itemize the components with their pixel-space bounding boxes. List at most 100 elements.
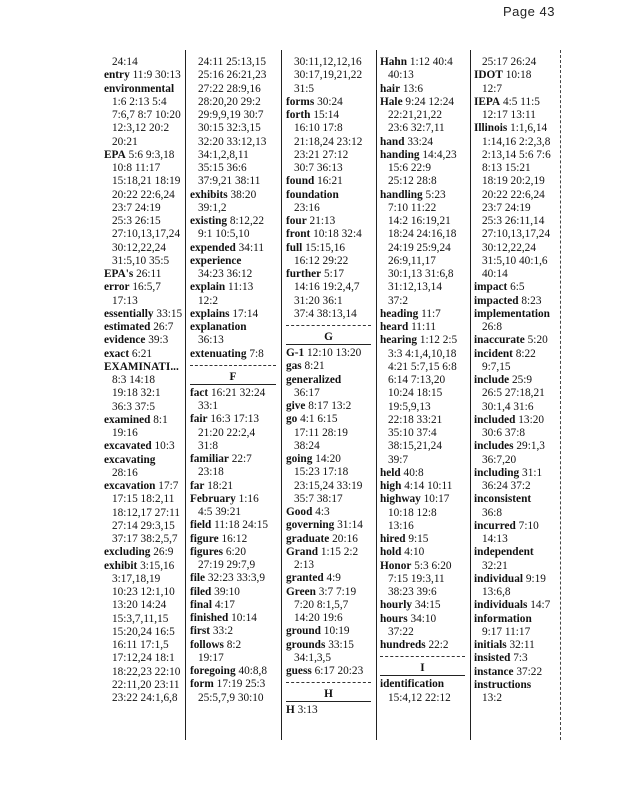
index-entry: hold 4:10: [380, 546, 469, 559]
page-number: Page 43: [503, 4, 555, 19]
index-entry-continuation: 38:15,21,24: [380, 440, 469, 453]
index-entry-continuation: 23:21 27:12: [286, 149, 375, 162]
index-entry-continuation: 19:5,9,13: [380, 401, 469, 414]
index-term: field: [190, 519, 212, 532]
index-entry-continuation: 26:5 27:18,21: [474, 387, 559, 400]
page-line-refs: 2:13: [294, 559, 315, 571]
index-entry: Honor 5:3 6:20: [380, 560, 469, 573]
index-entry: generalized: [286, 374, 375, 387]
page-line-refs: 25:5,7,9 30:10: [198, 691, 264, 704]
index-entry-continuation: 12:3,12 20:2: [104, 122, 184, 135]
index-term: going: [286, 453, 313, 465]
index-entry-continuation: 15:6 22:9: [380, 162, 469, 175]
page-line-refs: 1:12 2:5: [419, 334, 458, 347]
page-line-refs: 36:17: [294, 386, 320, 399]
index-entry: foregoing 40:8,8: [190, 665, 280, 678]
page-line-refs: 20:21: [112, 135, 138, 148]
page-line-refs: 36:7,20: [482, 453, 517, 466]
index-term: held: [380, 466, 401, 479]
index-term: essentially: [104, 307, 154, 320]
page-line-refs: 15:14: [313, 109, 340, 121]
page-line-refs: 2:13,14 5:6 7:6: [482, 148, 551, 161]
index-entry: impacted 8:23: [474, 295, 559, 308]
index-term: handing: [380, 148, 420, 161]
index-entry-continuation: 28:16: [104, 467, 184, 480]
index-entry-continuation: 22:11,20 23:11: [104, 679, 184, 692]
index-entry: form 17:19 25:3: [190, 678, 280, 691]
index-entry-continuation: 36:24 37:2: [474, 480, 559, 493]
page-line-refs: 24:14: [112, 56, 138, 68]
index-term: individual: [474, 572, 523, 585]
index-term: evidence: [104, 334, 146, 347]
index-entry: forth 15:14: [286, 109, 375, 122]
index-entry: front 10:18 32:4: [286, 228, 375, 241]
index-entry: insisted 7:3: [474, 652, 559, 665]
index-term: explain: [190, 281, 226, 294]
page-line-refs: 29:1,3: [516, 440, 545, 453]
page-line-refs: 3:13: [297, 704, 318, 717]
index-term: initials: [474, 639, 507, 651]
page-line-refs: 30:12,22,24: [112, 241, 166, 254]
column-divider: [281, 50, 282, 740]
index-term: includes: [474, 440, 514, 453]
page-line-refs: 10:14: [231, 612, 257, 624]
index-entry-continuation: 31:5,10 40:1,6: [474, 255, 559, 268]
index-entry: exhibits 38:20: [190, 189, 280, 202]
page-line-refs: 19:17: [198, 651, 224, 664]
page-line-refs: 23:21 27:12: [294, 148, 349, 161]
page-line-refs: 4:14 10:11: [404, 480, 453, 492]
index-column: 24:14 entry 11:9 30:13 environmental 1:6 2…: [104, 56, 184, 705]
page-line-refs: 28:16: [112, 466, 138, 479]
page-line-refs: 11:13: [227, 281, 254, 294]
index-entry: final 4:17: [190, 599, 280, 612]
index-term: extenuating: [190, 347, 247, 360]
index-term: give: [286, 400, 306, 412]
index-entry-continuation: 18:24 24:16,18: [380, 228, 469, 241]
index-entry: go 4:1 6:15: [286, 413, 375, 426]
index-term: go: [286, 413, 298, 426]
page-line-refs: 34:1,3,5: [294, 651, 332, 664]
page-line-refs: 1:16: [238, 492, 259, 505]
page-line-refs: 31:8: [198, 439, 219, 452]
page-line-refs: 20:16: [332, 532, 358, 545]
page-line-refs: 21:18,24 23:12: [294, 135, 363, 148]
index-entry: gas 8:21: [286, 360, 375, 373]
index-entry: G-1 12:10 13:20: [286, 347, 375, 360]
index-entry: further 5:17: [286, 268, 375, 281]
index-entry-continuation: 32:21: [474, 560, 559, 573]
page-line-refs: 18:22,23 22:10: [112, 665, 181, 678]
index-term: excavation: [104, 480, 156, 492]
page-line-refs: 5:23: [425, 188, 446, 201]
page-line-refs: 3:15,16: [140, 559, 175, 572]
section-header: G: [286, 321, 375, 347]
page-line-refs: 10:19: [323, 625, 350, 638]
page-line-refs: 20:22 22:6,24: [482, 188, 545, 201]
page-line-refs: 34:10: [410, 612, 437, 625]
index-entry-continuation: 27:14 29:3,15: [104, 520, 184, 533]
index-entry-continuation: 36:7,20: [474, 454, 559, 467]
page-line-refs: 5:6 9:3,18: [128, 148, 175, 161]
index-entry-continuation: 35:10 37:4: [380, 427, 469, 440]
page-line-refs: 22:2: [428, 639, 449, 651]
index-term: environmental: [104, 82, 175, 95]
index-entry: individuals 14:7: [474, 599, 559, 612]
index-entry: experience: [190, 255, 280, 268]
index-entry-continuation: 10:23 12:1,10: [104, 586, 184, 599]
index-term: excavating: [104, 453, 156, 466]
page-line-refs: 5:3 6:20: [414, 559, 452, 572]
index-entry-continuation: 7:6,7 8:7 10:20: [104, 109, 184, 122]
page-line-refs: 25:3 26:11,14: [482, 215, 545, 227]
index-term: IEPA: [474, 95, 501, 108]
page-line-refs: 16:12 29:22: [294, 254, 349, 267]
index-entry-continuation: 12:7: [474, 83, 559, 96]
page-border: [560, 50, 561, 740]
page-line-refs: 31:5,10 35:5: [112, 254, 170, 267]
page-line-refs: 38:15,21,24: [388, 440, 442, 453]
index-entry-continuation: 2:13: [286, 559, 375, 572]
page-line-refs: 32:11: [509, 639, 535, 651]
page-line-refs: 8:2: [226, 638, 242, 651]
index-term: fair: [190, 413, 208, 426]
index-entry-continuation: 13:6,8: [474, 586, 559, 599]
index-entry-continuation: 23:16: [286, 202, 375, 215]
index-column: 30:11,12,12,16 30:17,19,21,22 31:5 forms 30…: [286, 56, 375, 718]
